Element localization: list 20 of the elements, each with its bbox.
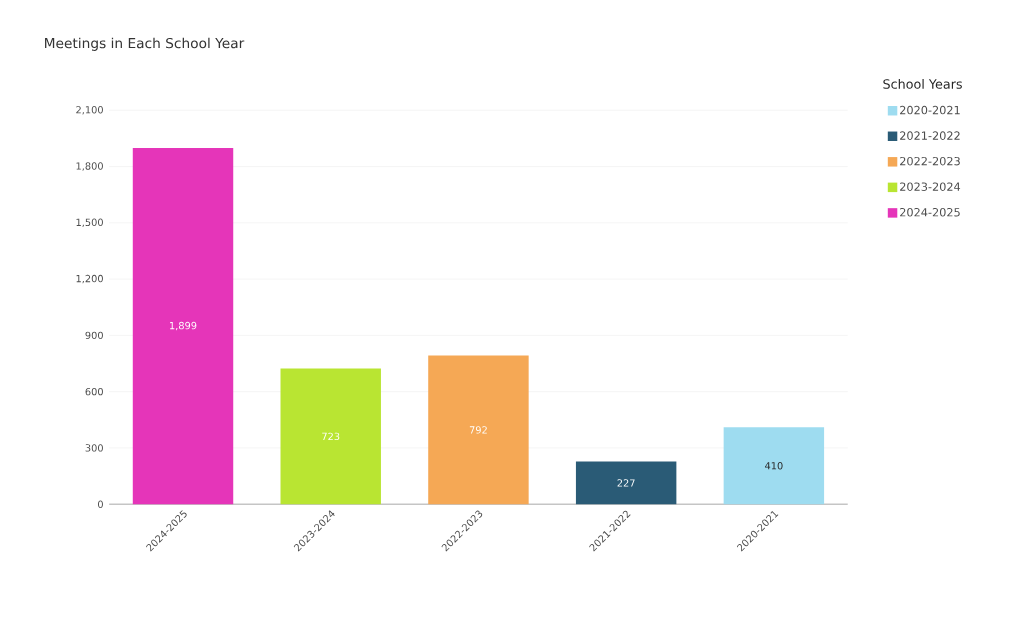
data-label: 410 — [764, 461, 783, 470]
y-tick-label: 1,800 — [76, 162, 103, 171]
y-tick-label: 300 — [85, 444, 103, 452]
y-tick-label: 900 — [85, 331, 103, 339]
y-tick-label: 1,500 — [76, 218, 103, 227]
data-label: 792 — [469, 426, 487, 434]
legend-label: 2023-2024 — [900, 182, 961, 191]
y-tick-label: 0 — [98, 500, 103, 508]
chart-title: Meetings in Each School Year — [45, 37, 245, 51]
data-label: 723 — [322, 432, 340, 440]
data-label: 1,899 — [170, 321, 197, 331]
legend-label: 2020-2021 — [900, 105, 960, 115]
legend-label: 2021-2022 — [900, 131, 960, 140]
y-tick-label: 600 — [85, 387, 103, 396]
data-label: 227 — [617, 479, 635, 487]
y-tick-label: 1,200 — [76, 274, 103, 284]
y-tick-label: 2,100 — [76, 105, 103, 115]
legend-label: 2024-2025 — [900, 207, 960, 217]
legend-title: School Years — [883, 78, 962, 89]
legend-label: 2022-2023 — [900, 156, 960, 166]
